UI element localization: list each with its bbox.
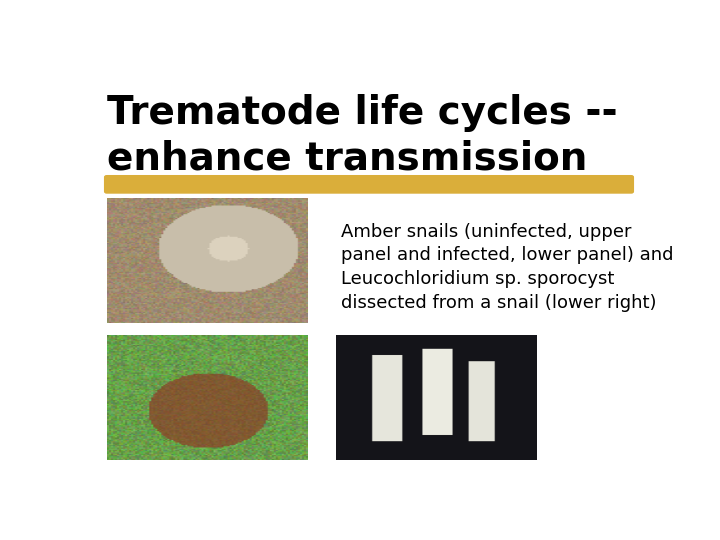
Text: Trematode life cycles --: Trematode life cycles -- bbox=[107, 94, 617, 132]
Text: Amber snails (uninfected, upper
panel and infected, lower panel) and
Leucochlori: Amber snails (uninfected, upper panel an… bbox=[341, 223, 674, 312]
FancyBboxPatch shape bbox=[104, 175, 634, 194]
Text: enhance transmission: enhance transmission bbox=[107, 140, 587, 178]
